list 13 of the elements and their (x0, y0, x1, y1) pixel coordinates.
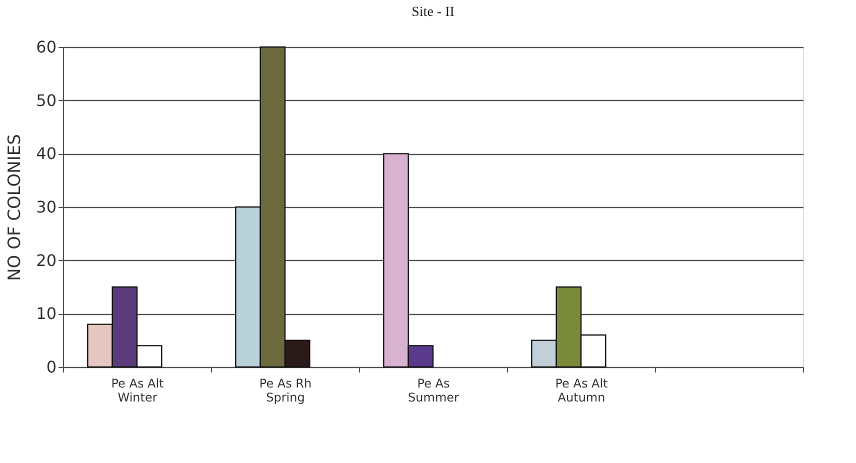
x-tick-label: Pe As Rh Spring (259, 376, 312, 404)
y-tick-label: 60 (36, 38, 56, 56)
y-tick-label: 0 (46, 358, 56, 376)
x-tick-label: Pe As Alt Winter (111, 376, 164, 404)
x-tick-label: Pe As Summer (408, 376, 460, 404)
chart-title: Site - II (412, 5, 455, 20)
y-tick-label: 20 (36, 250, 56, 270)
y-tick-label: 50 (36, 90, 56, 110)
y-tick-label: 30 (36, 198, 56, 216)
y-tick-label: 40 (36, 144, 56, 164)
y-axis-title: NO OF COLONIES (5, 134, 26, 281)
y-tick-label: 10 (36, 304, 56, 324)
x-tick-label: Pe As Alt Autumn (555, 376, 608, 404)
